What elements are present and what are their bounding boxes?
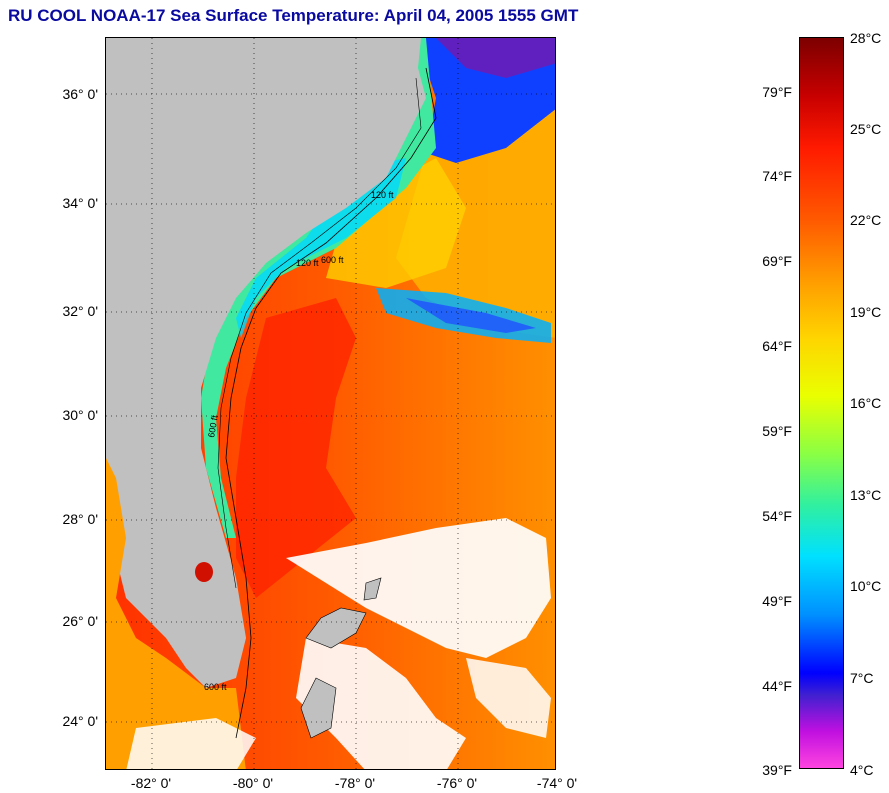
graticule: [106, 38, 555, 769]
colorbar-c-19: 19°C: [850, 304, 882, 320]
gulf-of-mexico: [106, 458, 246, 769]
gulf-stream: [236, 298, 356, 598]
cloud-cover-2: [296, 638, 466, 769]
lat-label-30: 30° 0': [62, 407, 98, 423]
contour-label-3: 120 ft: [296, 258, 319, 268]
lon-label-78: -78° 0': [334, 775, 376, 791]
cold-filament: [406, 298, 536, 333]
coldest-water: [436, 38, 555, 78]
contour-label-1: 120 ft: [371, 190, 394, 200]
colorbar-f-69: 69°F: [762, 253, 792, 269]
colorbar-f-64: 64°F: [762, 338, 792, 354]
lon-label-74: -74° 0': [536, 775, 578, 791]
lat-label-26: 26° 0': [62, 613, 98, 629]
map-title: RU COOL NOAA-17 Sea Surface Temperature:…: [8, 6, 579, 25]
yellow-region: [326, 158, 466, 288]
lat-label-28: 28° 0': [62, 511, 98, 527]
cloud-cover-1: [286, 518, 551, 658]
lon-label-82: -82° 0': [130, 775, 172, 791]
lat-label-36: 36° 0': [62, 86, 98, 102]
land-mass: [106, 38, 426, 688]
lat-label-24: 24° 0': [62, 713, 98, 729]
colorbar-f-44: 44°F: [762, 678, 792, 694]
temperature-colorbar: [799, 37, 844, 769]
sst-map-image: 120 ft 600 ft 120 ft 600 ft 600 ft: [106, 38, 555, 769]
colorbar-f-74: 74°F: [762, 168, 792, 184]
colorbar-f-39: 39°F: [762, 762, 792, 778]
lat-label-32: 32° 0': [62, 303, 98, 319]
colorbar-c-10: 10°C: [850, 578, 882, 594]
bahamas-island-2: [300, 677, 337, 739]
colorbar-c-13: 13°C: [850, 487, 882, 503]
lake-okeechobee: [195, 562, 213, 582]
bahamas-island-1: [305, 607, 367, 649]
cloud-cover-4: [126, 718, 256, 769]
colorbar-c-25: 25°C: [850, 121, 882, 137]
contour-600ft: [225, 67, 437, 739]
colorbar-c-4: 4°C: [850, 762, 874, 778]
colorbar-c-7: 7°C: [850, 670, 874, 686]
contour-label-5: 600 ft: [204, 682, 227, 692]
bahamas-island-3: [363, 577, 382, 601]
cloud-cover-3: [466, 658, 551, 738]
lon-label-80: -80° 0': [232, 775, 274, 791]
colorbar-c-16: 16°C: [850, 395, 882, 411]
cool-shelf-water: [236, 158, 406, 338]
contour-label-2: 600 ft: [321, 255, 344, 265]
colorbar-f-54: 54°F: [762, 508, 792, 524]
colorbar-c-28: 28°C: [850, 30, 882, 46]
colorbar-f-49: 49°F: [762, 593, 792, 609]
lon-label-76: -76° 0': [436, 775, 478, 791]
colorbar-c-22: 22°C: [850, 212, 882, 228]
contour-120ft: [217, 77, 422, 589]
sst-map[interactable]: 120 ft 600 ft 120 ft 600 ft 600 ft: [105, 37, 556, 770]
colorbar-f-79: 79°F: [762, 84, 792, 100]
colorbar-f-59: 59°F: [762, 423, 792, 439]
contour-label-4: 600 ft: [206, 414, 220, 438]
lat-label-34: 34° 0': [62, 195, 98, 211]
